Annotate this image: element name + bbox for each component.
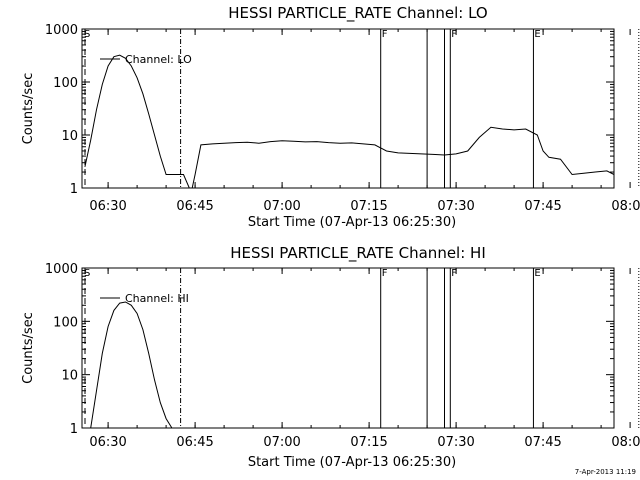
flag-label: S (84, 29, 90, 40)
chart-title: HESSI PARTICLE_RATE Channel: LO (228, 4, 487, 23)
y-tick-label: 1000 (45, 262, 78, 277)
flag-label: F (451, 268, 457, 279)
x-tick-label: 06:45 (176, 199, 213, 214)
flag-label: F (451, 29, 457, 40)
x-axis-label: Start Time (07-Apr-13 06:25:30) (248, 215, 456, 230)
x-tick-label: 07:30 (437, 435, 474, 450)
panel-2: HESSI PARTICLE_RATE Channel: HI 06:30 06:4… (21, 244, 640, 470)
x-tick-label: 08:00 (611, 435, 640, 450)
flag-label: E (534, 29, 540, 40)
flag-label: F (382, 268, 388, 279)
x-tick-label: 07:15 (350, 435, 387, 450)
y-axis-label: Counts/sec (21, 73, 36, 145)
y-tick-label: 100 (53, 76, 78, 91)
panel-1: HESSI PARTICLE_RATE Channel: LO 06:30 06:4… (21, 4, 640, 230)
x-tick-label: 07:00 (263, 435, 300, 450)
series-line (90, 301, 173, 429)
x-tick-label: 06:30 (89, 199, 126, 214)
flag-label: E (534, 268, 540, 279)
y-tick-label: 10 (61, 369, 78, 384)
series-line (84, 54, 615, 189)
x-tick-label: 07:45 (524, 199, 561, 214)
generation-stamp: 7-Apr-2013 11:19 (575, 468, 636, 476)
x-tick-label: 07:15 (350, 199, 387, 214)
x-tick-label: 07:45 (524, 435, 561, 450)
plot-frame (81, 267, 615, 429)
y-tick-label: 100 (53, 315, 78, 330)
chart-title: HESSI PARTICLE_RATE Channel: HI (230, 244, 486, 263)
y-tick-label: 1 (70, 422, 78, 437)
x-tick-label: 07:30 (437, 199, 474, 214)
x-tick-label: 07:00 (263, 199, 300, 214)
plot-frame (81, 28, 615, 189)
y-tick-label: 10 (61, 129, 78, 144)
x-axis-label: Start Time (07-Apr-13 06:25:30) (248, 455, 456, 470)
x-tick-label: 08:00 (611, 199, 640, 214)
y-tick-label: 1000 (45, 23, 78, 38)
y-axis-label: Counts/sec (21, 312, 36, 384)
x-tick-label: 06:45 (176, 435, 213, 450)
legend-label: Channel: HI (125, 292, 189, 305)
flag-label: S (84, 268, 90, 279)
y-tick-label: 1 (70, 182, 78, 197)
legend-label: Channel: LO (125, 53, 192, 66)
x-tick-label: 06:30 (89, 435, 126, 450)
flag-label: F (382, 29, 388, 40)
